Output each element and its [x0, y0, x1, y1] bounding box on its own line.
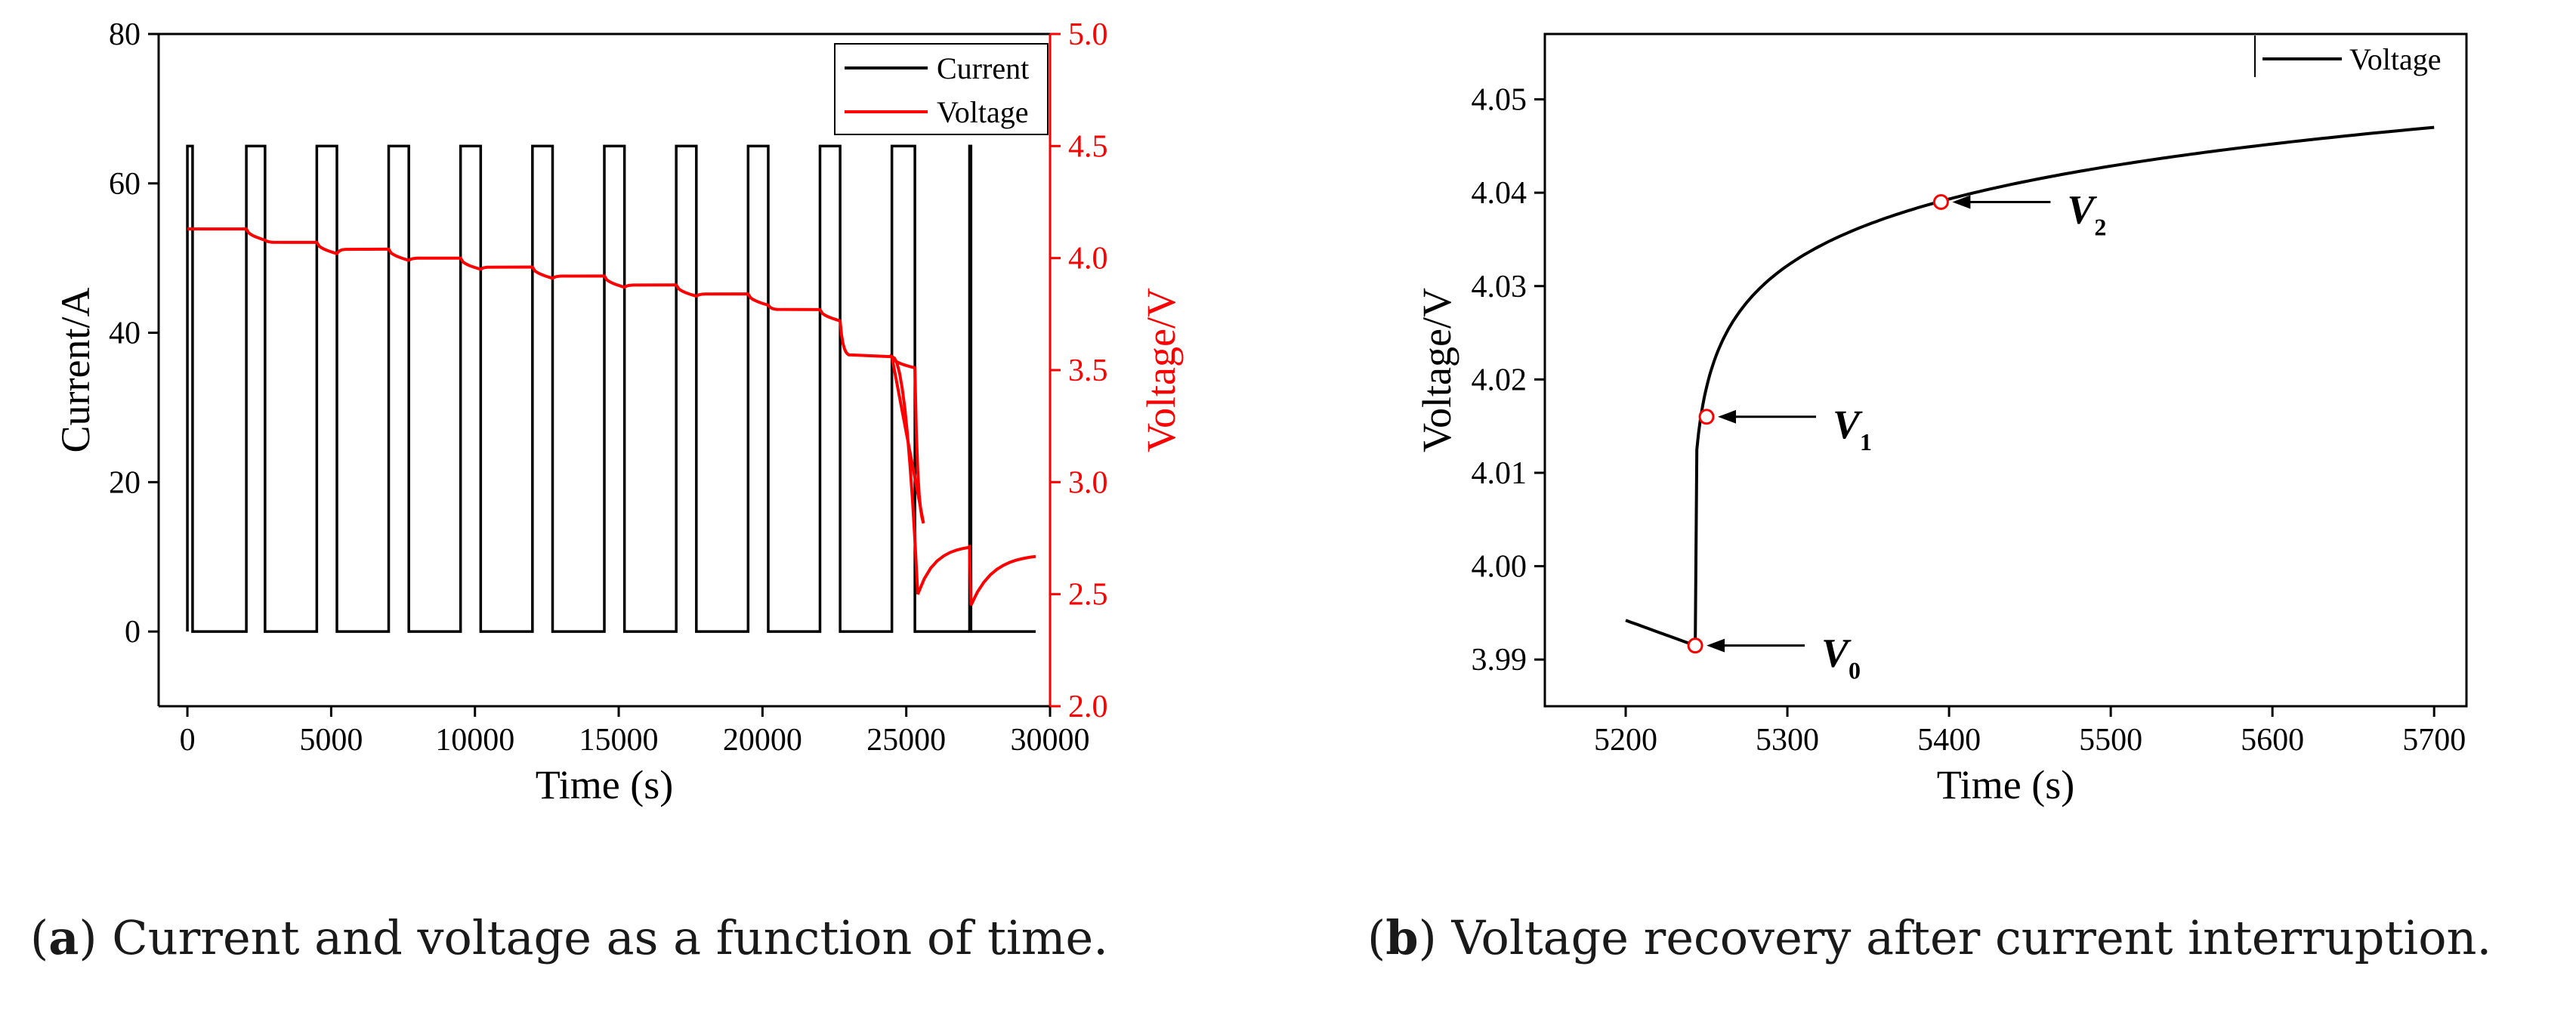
plot-frame: [1543, 32, 2468, 708]
marker-point: [1687, 637, 1703, 654]
x-tick-label: 10000: [435, 723, 514, 758]
chart-b: 5200 5300 5400 5500 5600 5700 3.99 4.00 4.01 4.02…: [1414, 32, 2468, 807]
x-tick-label: 15000: [579, 723, 659, 758]
marker-point: [1932, 194, 1949, 210]
caption-a-letter: a: [48, 910, 79, 965]
y-tick-label: 3.99: [1472, 643, 1527, 678]
y-right-tick-label: 3.5: [1068, 353, 1108, 388]
x-tick-label: 25000: [866, 723, 946, 758]
legend-label: Current: [937, 51, 1029, 85]
y-tick-label: 4.00: [1472, 550, 1527, 585]
x-tick-label: 5200: [1594, 723, 1657, 758]
arrow-head: [1952, 195, 1971, 209]
marker-point: [1698, 409, 1715, 425]
chart-a: 0 5000 10000 15000 20000 25000 30000 0 20 40 60 80 2…: [53, 17, 1184, 807]
y-axis-label-right: Voltage/V: [1138, 288, 1184, 452]
voltage-series-line: [187, 227, 1036, 607]
y-right-tick-label: 2.0: [1068, 690, 1108, 724]
y-left-tick-label: 80: [109, 17, 141, 52]
caption-b: (b) Voltage recovery after current inter…: [1367, 910, 2492, 965]
marker-label: V: [1833, 402, 1863, 447]
x-tick-label: 5600: [2241, 723, 2304, 758]
voltage-series-line: [1625, 125, 2435, 648]
y-right-tick-label: 5.0: [1068, 17, 1108, 52]
arrow-head: [1718, 409, 1737, 424]
legend-label: Voltage: [937, 95, 1028, 129]
caption-a-text: Current and voltage as a function of tim…: [112, 910, 1108, 965]
y-tick-label: 4.01: [1472, 456, 1527, 491]
caption-b-text: Voltage recovery after current interrupt…: [1451, 910, 2492, 965]
arrow-head: [1707, 638, 1725, 653]
x-axis-label: Time (s): [1937, 762, 2075, 807]
x-tick-label: 5500: [2079, 723, 2142, 758]
x-axis-label: Time (s): [536, 762, 674, 807]
x-tick-label: 5300: [1756, 723, 1819, 758]
legend: Voltage: [2254, 36, 2465, 82]
y-tick-label: 4.02: [1472, 363, 1527, 397]
y-left-tick-label: 0: [125, 615, 141, 650]
x-tick-label: 5400: [1917, 723, 1981, 758]
legend-box: [834, 43, 1049, 135]
y-left-tick-label: 20: [109, 465, 141, 500]
legend: Current Voltage: [834, 43, 1049, 135]
y-tick-label: 4.05: [1472, 83, 1527, 118]
y-axis-label: Voltage/V: [1414, 288, 1459, 452]
marker-subscript: 2: [2094, 214, 2106, 241]
marker-subscript: 0: [1849, 657, 1861, 684]
x-tick-label: 20000: [723, 723, 802, 758]
y-left-tick-label: 60: [109, 167, 141, 202]
marker-label: V: [1821, 631, 1852, 676]
x-tick-label: 5700: [2402, 723, 2466, 758]
caption-a: (a) Current and voltage as a function of…: [30, 910, 1108, 965]
y-right-tick-label: 2.5: [1068, 578, 1108, 613]
x-tick-label: 30000: [1011, 723, 1090, 758]
y-right-tick-label: 4.5: [1068, 129, 1108, 164]
y-left-tick-label: 40: [109, 316, 141, 351]
marker-subscript: 1: [1860, 428, 1872, 455]
legend-label: Voltage: [2349, 42, 2441, 76]
caption-b-letter: b: [1385, 910, 1419, 965]
y-axis-label-left: Current/A: [53, 288, 98, 453]
current-series-line: [186, 144, 1036, 633]
y-tick-label: 4.03: [1472, 270, 1527, 304]
y-right-tick-label: 3.0: [1068, 465, 1108, 500]
y-tick-label: 4.04: [1472, 176, 1527, 211]
x-tick-label: 0: [180, 723, 196, 758]
x-tick-label: 5000: [299, 723, 363, 758]
y-right-tick-label: 4.0: [1068, 242, 1108, 276]
marker-label: V: [2067, 187, 2097, 233]
